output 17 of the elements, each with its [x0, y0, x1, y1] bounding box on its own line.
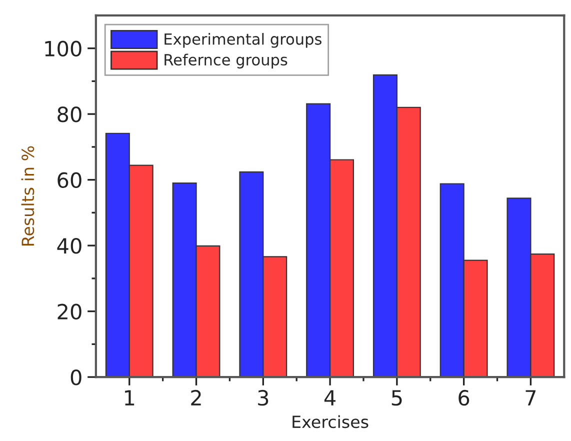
y-tick-label: 0 [70, 370, 82, 386]
x-tick-label: 7 [526, 390, 536, 406]
legend-label: Experimental groups [164, 33, 322, 48]
x-axis-title: Exercises [292, 415, 368, 428]
x-tick-label: 3 [258, 390, 268, 406]
y-axis-title: Results in % [21, 146, 34, 246]
x-tick-label: 1 [125, 390, 134, 406]
y-tick-label: 80 [58, 106, 82, 122]
y-tick-label: 40 [57, 238, 82, 254]
x-tick-label: 5 [392, 390, 402, 406]
y-tick-label: 20 [58, 304, 82, 320]
x-tick-label: 4 [324, 390, 336, 406]
x-tick-label: 2 [191, 390, 201, 406]
y-tick-label: 60 [58, 172, 82, 188]
legend-label: Refernce groups [164, 54, 288, 68]
x-tick-label: 6 [458, 390, 470, 406]
y-tick-label: 100 [45, 40, 82, 57]
